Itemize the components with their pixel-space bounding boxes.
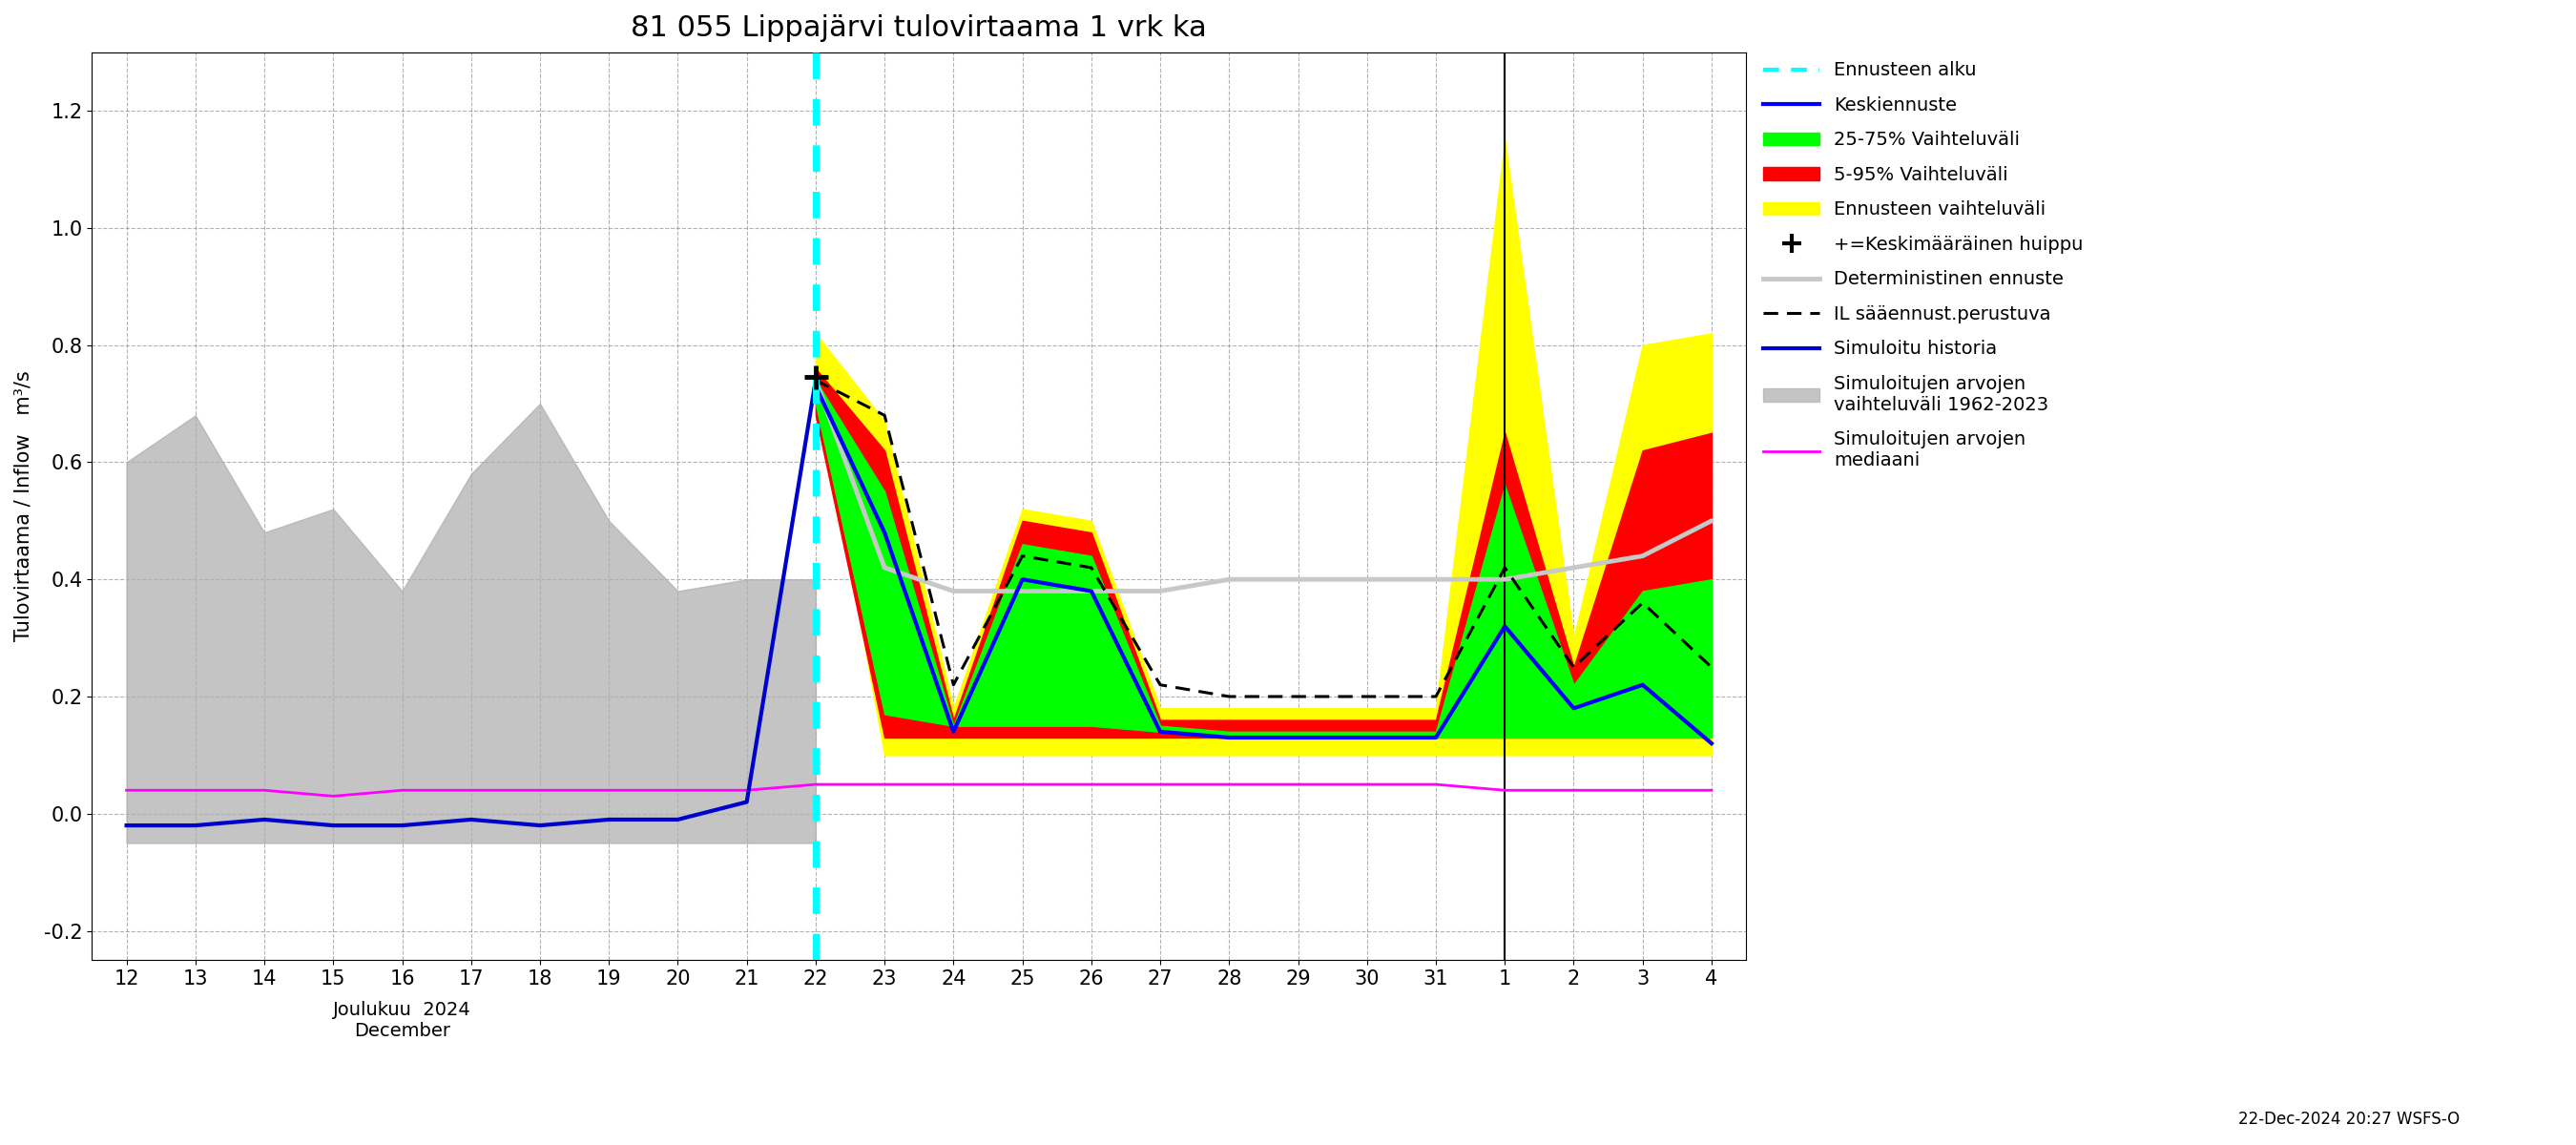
Y-axis label: Tulovirtaama / Inflow   m³/s: Tulovirtaama / Inflow m³/s bbox=[15, 371, 33, 641]
Legend: Ennusteen alku, Keskiennuste, 25-75% Vaihteluväli, 5-95% Vaihteluväli, Ennusteen: Ennusteen alku, Keskiennuste, 25-75% Vai… bbox=[1765, 62, 2084, 469]
Text: 22-Dec-2024 20:27 WSFS-O: 22-Dec-2024 20:27 WSFS-O bbox=[2239, 1111, 2460, 1128]
Title: 81 055 Lippajärvi tulovirtaama 1 vrk ka: 81 055 Lippajärvi tulovirtaama 1 vrk ka bbox=[631, 14, 1208, 42]
Text: Joulukuu  2024
December: Joulukuu 2024 December bbox=[332, 1001, 471, 1041]
